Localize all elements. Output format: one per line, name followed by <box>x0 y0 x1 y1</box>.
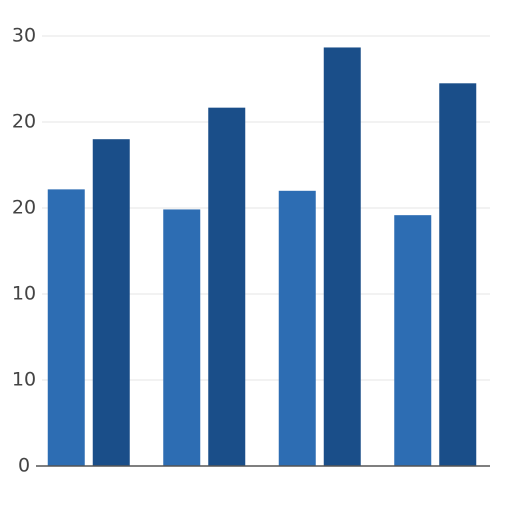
bar <box>163 209 201 466</box>
y-tick-label: 20 <box>12 111 36 133</box>
bar <box>92 139 130 466</box>
bar <box>439 83 477 467</box>
y-tick-label: 0 <box>18 455 30 477</box>
bar <box>323 47 361 466</box>
bar <box>47 189 85 466</box>
bar <box>208 107 246 467</box>
y-tick-label: 10 <box>12 369 36 391</box>
y-tick-label: 20 <box>12 197 36 219</box>
bar <box>394 215 432 466</box>
y-tick-label: 30 <box>12 25 36 47</box>
y-tick-label: 10 <box>12 283 36 305</box>
bar <box>278 190 316 467</box>
